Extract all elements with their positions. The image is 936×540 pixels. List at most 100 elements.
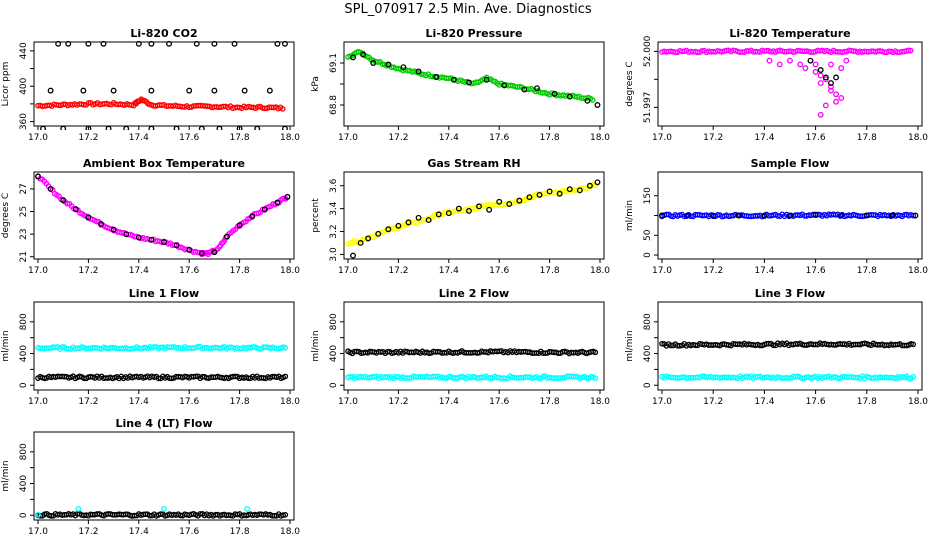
data-point — [195, 343, 201, 350]
data-point — [905, 47, 912, 54]
series-cyan — [345, 373, 599, 382]
data-point — [415, 68, 422, 75]
y-tick-label: 51.997 — [643, 92, 653, 124]
x-tick-label: 18.0 — [908, 266, 928, 276]
x-tick-label: 17.0 — [28, 527, 48, 537]
plot-frame — [33, 301, 295, 391]
y-axis-label: degrees C — [625, 61, 635, 106]
y-axis-label: kPa — [311, 76, 321, 92]
data-point — [80, 101, 87, 108]
data-point — [828, 80, 834, 87]
data-point — [35, 173, 41, 180]
x-tick-label: 17.2 — [388, 266, 408, 276]
x-tick-label: 17.4 — [754, 133, 774, 143]
x-tick-label: 17.6 — [179, 133, 199, 143]
x-tick-label: 17.2 — [388, 133, 408, 143]
data-point — [566, 186, 573, 193]
plot-frame — [343, 301, 605, 391]
page-title: SPL_070917 2.5 Min. Ave. Diagnostics — [344, 2, 592, 17]
chart-title: Line 3 Flow — [755, 287, 825, 300]
data-layer — [35, 505, 289, 519]
data-point — [833, 98, 840, 105]
y-tick-label: 69.1 — [329, 53, 339, 73]
data-point — [822, 76, 829, 83]
plot-frame — [657, 301, 923, 391]
x-tick-label: 17.8 — [230, 397, 250, 407]
y-tick-label: 27 — [19, 183, 29, 194]
series-secondary — [350, 179, 601, 259]
data-point — [659, 340, 665, 347]
data-point — [594, 102, 601, 108]
data-point — [822, 102, 829, 109]
data-point — [279, 106, 286, 112]
series-black — [345, 348, 599, 357]
data-point — [282, 344, 289, 351]
series-secondary — [807, 57, 840, 87]
chart-title: Li-820 Temperature — [729, 27, 850, 40]
x-tick-label: 18.0 — [590, 397, 610, 407]
data-point — [735, 212, 742, 219]
data-point — [828, 87, 834, 94]
data-point — [123, 125, 130, 130]
data-point — [797, 61, 804, 68]
data-point — [592, 349, 599, 356]
data-point — [455, 205, 462, 212]
data-point — [148, 125, 155, 130]
chart-title: Gas Stream RH — [427, 157, 520, 170]
data-point — [556, 190, 563, 197]
x-tick-label: 17.8 — [857, 397, 877, 407]
series-secondary — [35, 173, 291, 257]
y-axis-label: ml/min — [625, 200, 635, 231]
data-point — [576, 187, 583, 194]
data-point — [889, 212, 896, 219]
data-point — [274, 199, 281, 206]
data-point — [98, 221, 104, 227]
data-point — [198, 250, 205, 257]
chart-sample-flow: Sample Flow ml/min 17.0 17.2 17.4 17.6 17.8 18.… — [625, 157, 928, 276]
x-tick-label: 18.0 — [908, 133, 928, 143]
data-point — [282, 125, 288, 130]
data-point — [812, 212, 819, 219]
data-layer — [345, 179, 601, 259]
data-point — [85, 100, 92, 106]
chart-title: Li-820 CO2 — [130, 27, 197, 40]
data-point — [910, 373, 917, 380]
data-point — [843, 57, 850, 64]
x-tick-label: 17.0 — [338, 397, 358, 407]
data-point — [483, 76, 490, 83]
x-tick-label: 17.6 — [806, 133, 826, 143]
data-point — [40, 125, 46, 130]
data-point — [266, 87, 273, 94]
data-point — [216, 125, 223, 130]
chart-line-2-flow: Line 2 Flow ml/min 17.0 17.2 17.4 17.6 17.8 18.… — [311, 287, 610, 407]
y-tick-label: 0 — [643, 382, 653, 388]
data-point — [807, 57, 814, 64]
data-point — [433, 74, 440, 80]
data-point — [224, 233, 230, 240]
chart-li-820-pressure: Li-820 Pressure kPa 17.0 17.2 17.4 17.6 17.8 18… — [311, 27, 610, 143]
data-point — [148, 40, 155, 47]
x-tick-label: 17.0 — [28, 266, 48, 276]
data-point — [787, 57, 793, 64]
series-secondary — [350, 51, 601, 108]
data-point — [589, 97, 596, 103]
series-black — [35, 510, 289, 519]
chart-line-4-lt-flow: Line 4 (LT) Flow ml/min 17.0 17.2 17.4 17.6 17… — [1, 417, 300, 537]
data-point — [365, 235, 372, 242]
data-point — [912, 212, 919, 219]
data-point — [466, 207, 472, 214]
series-primary — [35, 96, 286, 112]
data-point — [236, 222, 243, 229]
y-axis-label: degrees C — [1, 193, 11, 238]
plot-frame — [33, 171, 295, 260]
data-point — [151, 343, 157, 350]
data-point — [148, 236, 155, 243]
data-point — [817, 80, 824, 87]
y-tick-label: 3.2 — [329, 224, 339, 238]
data-point — [236, 125, 243, 130]
x-tick-label: 17.0 — [28, 397, 48, 407]
data-point — [466, 79, 472, 86]
data-point — [684, 212, 691, 219]
x-tick-label: 17.8 — [230, 133, 250, 143]
y-tick-label: 400 — [19, 345, 29, 362]
